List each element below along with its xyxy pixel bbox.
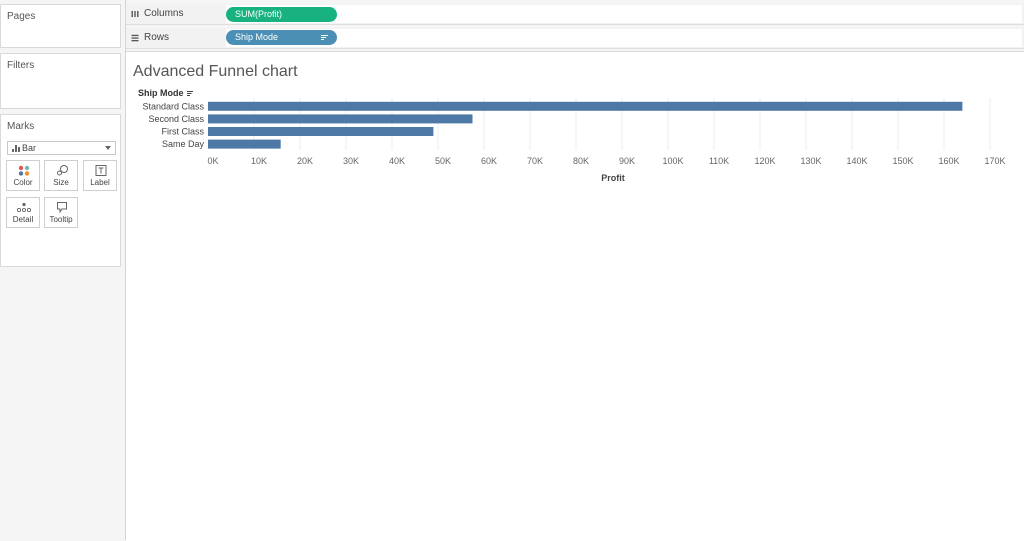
viz-canvas: Advanced Funnel chart Ship Mode Standard… [126,51,1024,541]
columns-icon [131,11,139,17]
left-panel: Pages Filters Marks Bar Color Size [0,0,126,540]
rows-shelf[interactable]: Rows [126,28,1024,49]
columns-label: Columns [144,8,184,19]
pages-card[interactable]: Pages [0,4,121,48]
x-tick-label: 70K [527,156,543,166]
bar-first-class[interactable] [208,127,434,136]
viz-title: Advanced Funnel chart [133,63,298,80]
category-label[interactable]: Second Class [148,114,204,124]
tooltip-button[interactable]: Tooltip [44,197,78,228]
ship-mode-pill-label: Ship Mode [235,32,279,42]
bar-same-day[interactable] [208,139,281,149]
detail-button[interactable]: Detail [6,197,40,228]
tooltip-label: Tooltip [49,215,73,224]
x-tick-label: 170K [984,156,1005,166]
mark-type-dropdown[interactable]: Bar [7,141,116,155]
rows-drop-area[interactable] [226,29,1022,47]
x-tick-label: 80K [573,156,589,166]
category-label[interactable]: First Class [162,127,205,137]
filters-title: Filters [7,60,35,71]
size-icon [57,165,68,176]
bar-chart-icon [12,145,20,152]
x-tick-label: 0K [207,156,218,166]
sum-profit-pill[interactable]: SUM(Profit) [226,7,337,22]
filters-card[interactable]: Filters [0,53,121,109]
chevron-down-icon [105,146,111,150]
bar-standard-class[interactable] [208,101,963,111]
x-tick-label: 160K [938,156,959,166]
color-label: Color [13,178,33,187]
x-tick-label: 120K [754,156,775,166]
marks-card: Marks Bar Color Size Label [0,114,121,267]
x-tick-label: 40K [389,156,405,166]
label-icon [95,165,107,176]
bar-second-class[interactable] [208,114,473,124]
row-header-sort-icon[interactable] [187,91,193,96]
detail-icon [16,202,32,213]
x-tick-label: 50K [435,156,451,166]
color-button[interactable]: Color [6,160,40,191]
x-axis-title: Profit [601,173,625,183]
color-icon [18,165,30,176]
ship-mode-pill[interactable]: Ship Mode [226,30,337,45]
rows-label: Rows [144,32,170,43]
pages-title: Pages [7,11,36,22]
category-label[interactable]: Standard Class [142,101,204,111]
mark-type-value: Bar [22,143,37,153]
label-button[interactable]: Label [83,160,117,191]
label-label: Label [90,178,110,187]
size-button[interactable]: Size [44,160,78,191]
x-tick-label: 30K [343,156,359,166]
tooltip-icon [57,202,67,213]
ship-mode-row-header[interactable]: Ship Mode [138,88,184,98]
columns-shelf[interactable]: Columns [126,4,1024,25]
sort-descending-icon [321,34,328,41]
x-tick-label: 140K [846,156,867,166]
x-tick-label: 10K [251,156,267,166]
x-tick-label: 130K [800,156,821,166]
sum-profit-pill-label: SUM(Profit) [235,9,282,19]
marks-title: Marks [7,121,35,132]
x-tick-label: 150K [892,156,913,166]
columns-drop-area[interactable] [226,5,1022,23]
detail-label: Detail [12,215,34,224]
x-tick-label: 100K [662,156,683,166]
x-tick-label: 90K [619,156,635,166]
bar-chart: Ship Mode Standard Class Second Class Firs… [138,88,1006,183]
x-tick-label: 20K [297,156,313,166]
x-tick-label: 110K [709,156,729,166]
category-label[interactable]: Same Day [162,139,205,149]
rows-icon [131,34,139,42]
size-label: Size [53,178,69,187]
x-tick-label: 60K [481,156,497,166]
